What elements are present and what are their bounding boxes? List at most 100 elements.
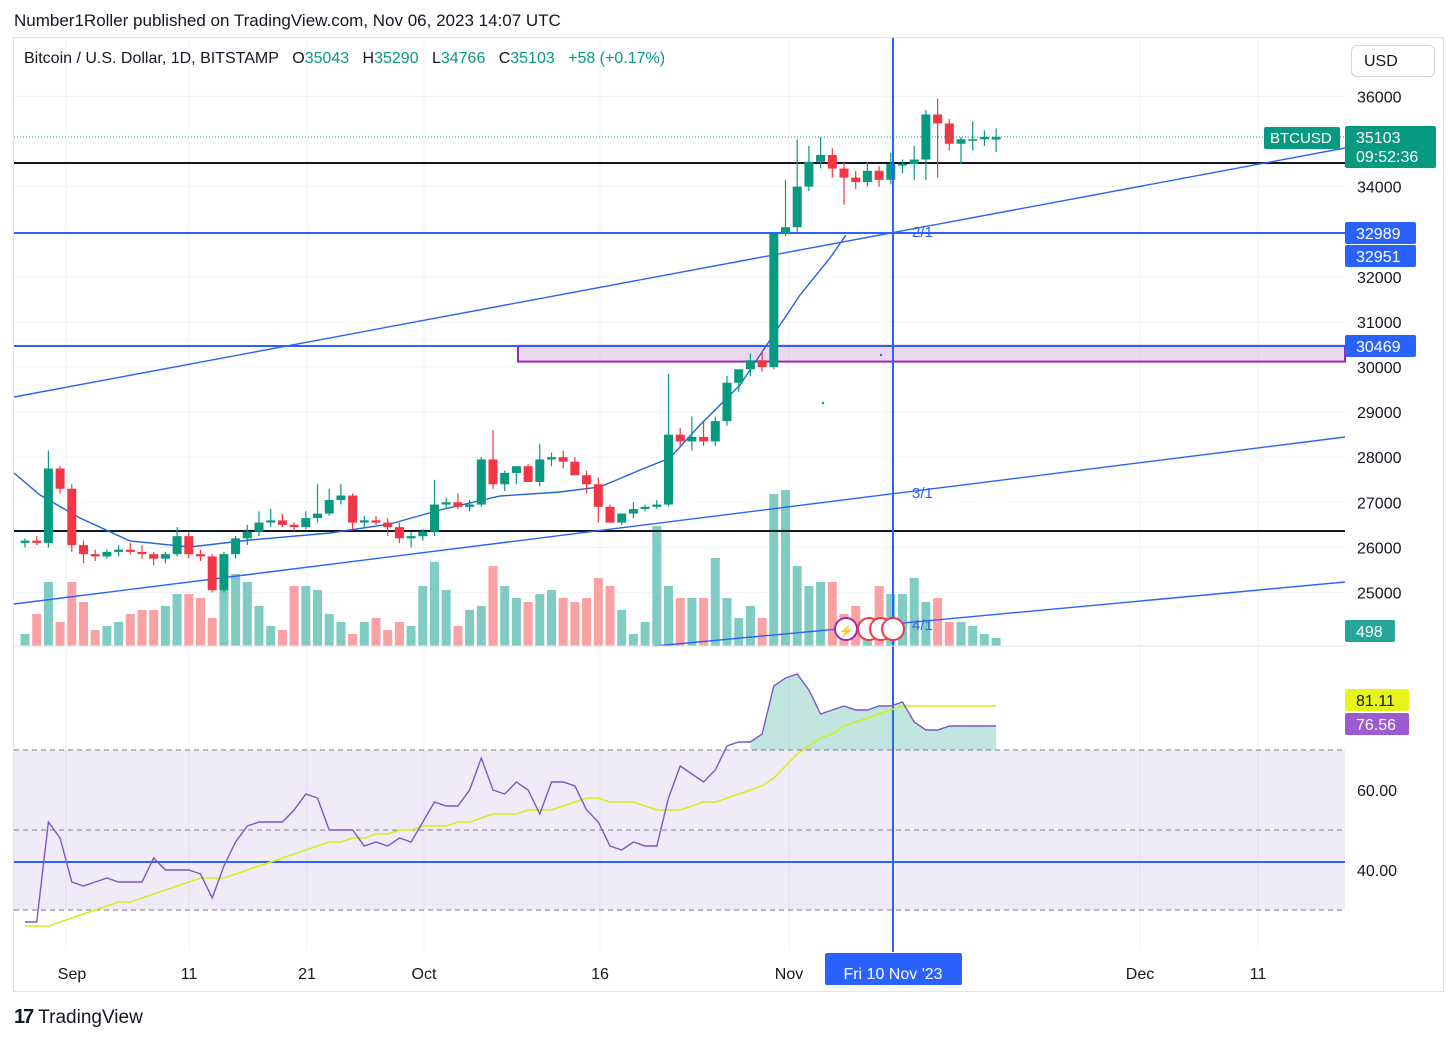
volume-bar bbox=[675, 598, 685, 646]
candle-body bbox=[628, 509, 638, 514]
volume-bar bbox=[652, 526, 662, 646]
crosshair-date-bg bbox=[825, 953, 962, 985]
candle-body bbox=[816, 155, 826, 162]
currency-selector[interactable]: USD bbox=[1351, 45, 1435, 77]
candle-body bbox=[535, 459, 545, 483]
candle-body bbox=[804, 161, 814, 187]
volume-bar bbox=[710, 558, 720, 646]
volume-bar bbox=[453, 626, 463, 646]
volume-bar bbox=[968, 626, 978, 646]
volume-bar bbox=[617, 610, 627, 646]
candle-body bbox=[734, 369, 744, 383]
candle-body bbox=[313, 513, 322, 519]
y-axis-tick: 31000 bbox=[1357, 315, 1402, 332]
symbol-tag-bg bbox=[1264, 127, 1340, 149]
volume-bar bbox=[827, 582, 837, 646]
candle-body bbox=[125, 549, 135, 552]
candle-body bbox=[769, 233, 779, 367]
trendline-label: 2/1 bbox=[912, 224, 933, 241]
volume-bar bbox=[441, 590, 451, 646]
volume-bar bbox=[196, 598, 205, 646]
y-axis-tick: 28000 bbox=[1357, 450, 1402, 467]
volume-bar bbox=[336, 622, 346, 646]
volume-bar bbox=[266, 626, 276, 646]
trendline-3-1 bbox=[13, 436, 1346, 605]
rsi-tag-bg bbox=[1345, 713, 1409, 735]
candle-body bbox=[593, 484, 603, 507]
volume-bar bbox=[816, 582, 826, 646]
candle-body bbox=[32, 540, 42, 543]
x-axis-tick: Sep bbox=[58, 966, 87, 983]
rsi-y-axis-tick: 40.00 bbox=[1357, 863, 1397, 880]
volume-bar bbox=[324, 614, 334, 646]
candle-body bbox=[687, 436, 697, 442]
volume-bar bbox=[301, 586, 311, 646]
volume-bar bbox=[172, 594, 182, 646]
candle-body bbox=[348, 495, 358, 523]
volume-bar bbox=[219, 582, 229, 646]
y-axis-tick: 27000 bbox=[1357, 495, 1402, 512]
candle-body bbox=[827, 155, 837, 169]
volume-bar bbox=[792, 566, 802, 646]
volume-bar bbox=[769, 494, 779, 646]
candle-body bbox=[301, 518, 311, 528]
tradingview-logo[interactable]: 17 TradingView bbox=[14, 1006, 143, 1029]
volume-bar bbox=[593, 578, 603, 646]
candle-body bbox=[699, 436, 709, 442]
candle-body bbox=[839, 168, 849, 178]
candle-body bbox=[476, 459, 486, 505]
candle-body bbox=[652, 504, 662, 507]
volume-bar bbox=[20, 634, 30, 646]
volume-bar bbox=[547, 590, 556, 646]
candle-body bbox=[172, 536, 182, 555]
candle-body bbox=[359, 520, 369, 523]
volume-bar bbox=[500, 586, 510, 646]
volume-bar bbox=[67, 582, 77, 646]
candle-body bbox=[874, 170, 884, 180]
volume-bar bbox=[254, 606, 264, 646]
y-axis-tick: 34000 bbox=[1357, 180, 1402, 197]
volume-bar bbox=[956, 622, 966, 646]
candle-body bbox=[324, 500, 334, 514]
volume-bar bbox=[781, 490, 790, 646]
volume-bar bbox=[734, 618, 744, 646]
volume-bar bbox=[991, 638, 1001, 646]
level-tag-bg bbox=[1345, 222, 1416, 244]
candle-body bbox=[55, 468, 65, 489]
last-price-label: 35103 bbox=[1356, 130, 1401, 147]
trendline-2-1 bbox=[13, 147, 1346, 398]
volume-bar bbox=[640, 622, 650, 646]
candle-body bbox=[231, 538, 241, 555]
candle-body bbox=[371, 520, 381, 523]
volume-bar bbox=[184, 594, 194, 646]
level-tag-bg bbox=[1345, 245, 1416, 267]
y-axis-tick: 29000 bbox=[1357, 405, 1402, 422]
x-axis-tick: 21 bbox=[298, 966, 316, 983]
rsi-ma-value-label: 81.11 bbox=[1356, 693, 1395, 710]
candle-body bbox=[933, 114, 943, 124]
marker-dot bbox=[879, 353, 883, 357]
low-label: L bbox=[431, 50, 441, 67]
rsi-ma-tag-bg bbox=[1345, 689, 1409, 711]
candle-body bbox=[617, 513, 627, 523]
volume-bar bbox=[55, 622, 65, 646]
lightning-icon: ⚡ bbox=[839, 624, 854, 638]
volume-bar bbox=[535, 594, 545, 646]
us-flag-event-icon bbox=[881, 617, 905, 641]
candle-body bbox=[640, 506, 650, 510]
symbol-name[interactable]: Bitcoin / U.S. Dollar, 1D, BITSTAMP bbox=[24, 50, 279, 67]
candle-body bbox=[886, 164, 896, 180]
volume-bar bbox=[605, 586, 615, 646]
candle-body bbox=[418, 531, 428, 537]
candle-body bbox=[675, 434, 685, 442]
candle-body bbox=[383, 522, 393, 528]
candle-body bbox=[500, 472, 510, 485]
candle-body bbox=[137, 551, 147, 555]
candle-body bbox=[254, 522, 264, 532]
volume-bar bbox=[289, 586, 299, 646]
volume-bar bbox=[582, 598, 592, 646]
volume-bar bbox=[277, 630, 287, 646]
volume-bar bbox=[125, 614, 135, 646]
candle-body bbox=[523, 466, 533, 483]
